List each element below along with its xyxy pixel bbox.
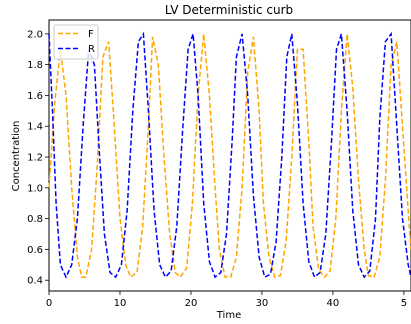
x-axis-ticks: 0 10 20 30 40 5 (46, 291, 407, 309)
legend: F R (53, 24, 99, 60)
series-layer (48, 31, 411, 279)
y-tick-label: 2.0 (27, 29, 43, 40)
y-tick-label: 1.6 (27, 91, 43, 102)
y-axis-label: Concentration (11, 121, 22, 192)
y-tick-label: 1.4 (27, 122, 43, 133)
series-line-f (48, 33, 411, 279)
chart-title: LV Deterministic curb (165, 3, 293, 17)
y-tick-label: 1.2 (27, 153, 43, 164)
x-axis-label: Time (216, 310, 241, 321)
y-axis-ticks: 0.4 0.6 0.8 1.0 1.2 1.4 1.6 1.8 2.0 (27, 29, 49, 287)
x-tick-label: 5 (401, 298, 407, 309)
y-tick-label: 0.4 (27, 276, 43, 287)
x-tick-label: 0 (46, 298, 52, 309)
x-tick-label: 10 (114, 298, 127, 309)
legend-box (53, 24, 99, 60)
y-tick-label: 0.6 (27, 245, 43, 256)
x-tick-label: 30 (256, 298, 269, 309)
y-tick-label: 1.8 (27, 60, 43, 71)
y-tick-label: 0.8 (27, 214, 43, 225)
legend-label-r: R (88, 44, 95, 55)
y-tick-label: 1.0 (27, 183, 43, 194)
x-tick-label: 20 (185, 298, 198, 309)
plot-area: 0 10 20 30 40 5 0.4 0.6 0.8 1.0 1.2 1.4 1.6 1.8 2.0 (27, 19, 411, 309)
plot-frame (48, 19, 411, 292)
legend-label-f: F (88, 29, 94, 40)
series-line-r (48, 31, 411, 279)
x-tick-label: 40 (327, 298, 340, 309)
